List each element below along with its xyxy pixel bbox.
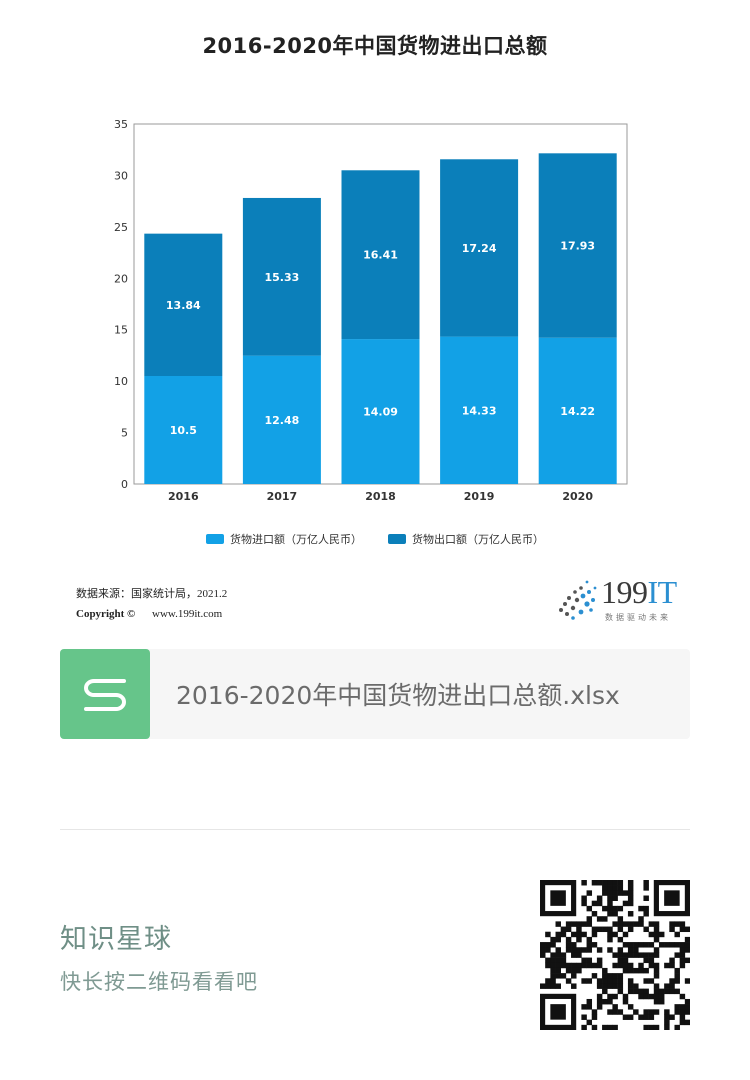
- logo-slogan: 数据驱动未来: [605, 613, 671, 622]
- data-label: 14.33: [462, 404, 497, 417]
- y-tick-label: 30: [114, 169, 128, 182]
- x-tick-label: 2017: [267, 490, 298, 503]
- y-tick-label: 0: [121, 478, 128, 491]
- bar-export: [440, 159, 519, 337]
- bar-import: [341, 339, 420, 484]
- data-label: 14.09: [363, 406, 398, 419]
- data-label: 12.48: [265, 414, 300, 427]
- bar-export: [144, 233, 223, 376]
- y-tick-label: 5: [121, 427, 128, 440]
- copyright-label: Copyright ©: [76, 608, 136, 620]
- footer-subtitle: 快长按二维码看看吧: [60, 970, 258, 994]
- y-tick-label: 10: [114, 375, 128, 388]
- spreadsheet-s-icon: [60, 649, 150, 739]
- data-label: 16.41: [363, 249, 398, 262]
- legend-label-import: 货物进口额（万亿人民币）: [230, 533, 362, 546]
- qr-code-icon[interactable]: [540, 880, 690, 1030]
- x-tick-label: 2019: [464, 490, 495, 503]
- legend-item-export: 货物出口额（万亿人民币）: [388, 531, 544, 547]
- source-note: 数据来源：国家统计局，2021.2 Copyright © www.199it.…: [76, 584, 227, 624]
- bar-import: [242, 355, 321, 484]
- data-label: 17.93: [560, 240, 595, 253]
- bar-import: [538, 337, 617, 484]
- dot-burst-logo-icon: [559, 580, 597, 620]
- x-tick-label: 2020: [562, 490, 593, 503]
- copyright-site: www.199it.com: [152, 608, 223, 620]
- logo-it: IT: [647, 574, 678, 610]
- source-line: 数据来源：国家统计局，2021.2: [76, 588, 228, 600]
- legend-item-import: 货物进口额（万亿人民币）: [206, 531, 362, 547]
- y-tick-label: 25: [114, 221, 128, 234]
- bar-export: [242, 197, 321, 356]
- bar-export: [341, 170, 420, 340]
- bar-import: [440, 336, 519, 484]
- s-glyph: [84, 679, 126, 711]
- copyright-line: Copyright © www.199it.com: [76, 604, 227, 624]
- legend-swatch-export: [388, 534, 406, 544]
- 199it-logo: 199IT 数据驱动未来: [553, 574, 703, 622]
- y-tick-label: 15: [114, 324, 128, 337]
- data-label: 17.24: [462, 242, 497, 255]
- logo-wordmark: 199IT: [601, 574, 677, 611]
- data-label: 13.84: [166, 299, 201, 312]
- stacked-bar-chart: 10.5 13.84 12.48 15.33 14.09 16.41 14.33 17.24 1…: [114, 118, 628, 503]
- bar-import: [144, 376, 223, 484]
- y-tick-label: 35: [114, 118, 128, 131]
- section-divider: [60, 829, 690, 830]
- legend-label-export: 货物出口额（万亿人民币）: [412, 533, 544, 546]
- logo-digits: 199: [601, 574, 648, 610]
- x-tick-label: 2018: [365, 490, 396, 503]
- data-label: 10.5: [170, 424, 197, 437]
- footer-title: 知识星球: [60, 924, 172, 955]
- y-tick-label: 20: [114, 272, 128, 285]
- data-label: 15.33: [265, 271, 300, 284]
- x-tick-label: 2016: [168, 490, 199, 503]
- file-attachment-card[interactable]: 2016-2020年中国货物进出口总额.xlsx: [60, 649, 690, 739]
- chart-legend: 货物进口额（万亿人民币） 货物出口额（万亿人民币）: [0, 531, 750, 547]
- legend-swatch-import: [206, 534, 224, 544]
- chart-title: 2016-2020年中国货物进出口总额: [202, 34, 548, 58]
- data-label: 14.22: [560, 405, 595, 418]
- bar-export: [538, 153, 617, 338]
- file-name: 2016-2020年中国货物进出口总额.xlsx: [176, 681, 620, 710]
